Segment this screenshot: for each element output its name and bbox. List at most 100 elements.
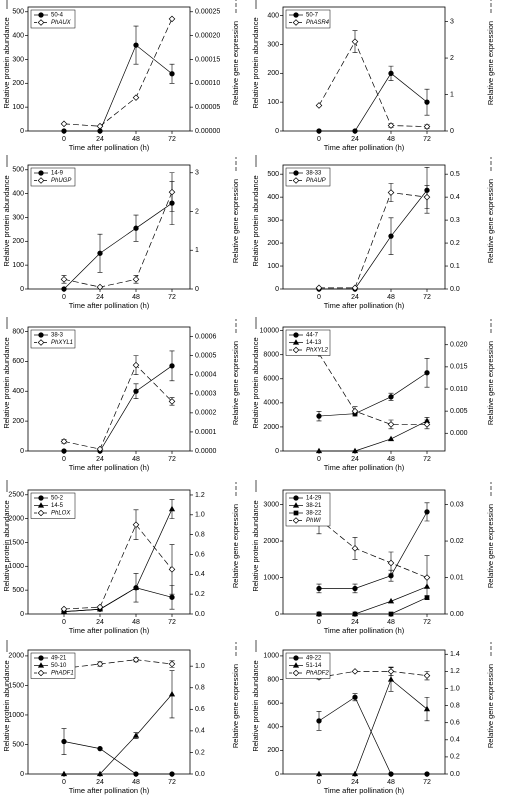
y2-tick-label: 0.8 <box>195 531 205 538</box>
y2-tick-label: 1.0 <box>195 512 205 519</box>
series-line <box>319 420 428 452</box>
legend-label: PhLOX <box>51 511 71 517</box>
legend-marker <box>292 669 300 677</box>
y2-axis-label: Relative gene expression <box>486 664 495 748</box>
plot-frame <box>27 164 191 290</box>
series-line <box>318 696 427 775</box>
x-tick-label: 0 <box>62 619 66 626</box>
plot-frame <box>27 489 191 615</box>
x-tick-label: 24 <box>351 294 359 301</box>
point <box>61 738 67 745</box>
legend-label: PhADF1 <box>51 671 74 677</box>
y-tick-label: 200 <box>267 747 279 754</box>
point <box>423 421 431 428</box>
x-tick-label: 24 <box>96 779 104 786</box>
point <box>351 770 359 777</box>
point <box>132 94 140 101</box>
point <box>423 574 431 581</box>
y2-tick-label: 0.5 <box>450 171 460 178</box>
legend-label: 51-14 <box>306 663 322 669</box>
point <box>315 447 323 454</box>
y-tick-label: 2000 <box>263 424 279 431</box>
legend-marker <box>37 662 45 668</box>
x-tick-label: 0 <box>317 136 321 143</box>
y-axis-label: Relative protein abundance <box>2 17 11 108</box>
y-tick-label: 0 <box>20 771 24 778</box>
point <box>387 122 395 129</box>
x-tick-label: 0 <box>317 619 321 626</box>
y-axis-label: Relative protein abundance <box>2 337 11 428</box>
y-tick-label: 400 <box>267 194 279 201</box>
legend-label: 50-10 <box>51 663 67 669</box>
point <box>97 250 103 256</box>
point <box>168 566 176 573</box>
y2-tick-label: 0 <box>450 128 454 135</box>
point <box>61 448 67 454</box>
legend-marker <box>292 177 300 184</box>
point <box>316 128 322 134</box>
point <box>96 770 104 777</box>
y-tick-label: 0 <box>275 128 279 135</box>
y-tick-label: 0 <box>20 611 24 618</box>
x-tick-label: 72 <box>423 136 431 143</box>
legend-marker <box>293 655 299 661</box>
y2-tick-label: 1.0 <box>450 685 460 692</box>
legend-marker <box>293 12 299 18</box>
y2-tick-label: 0.8 <box>450 702 460 709</box>
legend-label: 38-21 <box>306 503 322 509</box>
point <box>60 276 68 283</box>
series-line <box>319 678 428 775</box>
y-axis-label: Relative protein abundance <box>2 660 11 751</box>
point <box>61 286 67 292</box>
series-line <box>63 508 173 612</box>
series-line <box>63 741 172 775</box>
point <box>316 585 322 592</box>
x-tick-label: 0 <box>62 294 66 301</box>
y2-axis-label: Relative gene expression <box>486 21 495 105</box>
point <box>387 597 395 604</box>
y2-tick-label: 0.2 <box>450 240 460 247</box>
series-line <box>64 44 173 132</box>
y-tick-label: 4000 <box>263 400 279 407</box>
y-tick-label: 300 <box>12 214 24 221</box>
legend-label: 49-21 <box>51 656 67 662</box>
x-tick-label: 24 <box>96 136 104 143</box>
y-tick-label: 3000 <box>263 501 279 508</box>
y-tick-label: 2000 <box>263 538 279 545</box>
legend-marker <box>37 509 45 517</box>
y2-tick-label: 0.2 <box>195 591 205 598</box>
point <box>132 732 140 738</box>
y-tick-label: 500 <box>12 9 24 16</box>
y-tick-label: 300 <box>267 217 279 224</box>
legend-label: PhXYL2 <box>306 348 329 354</box>
point <box>388 611 394 617</box>
point <box>96 445 104 453</box>
series-line <box>319 597 428 615</box>
x-axis-label: Time after pollination (h) <box>69 786 150 795</box>
y2-tick-label: 0.0 <box>450 771 460 778</box>
y2-tick-label: 0.00005 <box>195 104 220 111</box>
y2-axis-label: Relative gene expression <box>231 664 240 748</box>
y2-tick-label: 0.00020 <box>195 32 220 39</box>
series-line <box>319 586 428 615</box>
y2-tick-label: 0.0 <box>450 286 460 293</box>
y-tick-label: 400 <box>12 388 24 395</box>
series-line <box>63 18 173 127</box>
legend-marker <box>292 517 300 524</box>
y2-tick-label: 3 <box>195 170 199 177</box>
x-tick-label: 0 <box>317 779 321 786</box>
point <box>133 225 139 231</box>
y-tick-label: 0 <box>275 611 279 618</box>
point <box>352 694 358 700</box>
legend-marker <box>38 655 44 661</box>
y-tick-label: 10000 <box>260 327 280 334</box>
point <box>133 42 139 48</box>
series-line <box>319 72 428 132</box>
x-tick-label: 72 <box>168 456 176 463</box>
y2-tick-label: 0.1 <box>450 263 460 270</box>
